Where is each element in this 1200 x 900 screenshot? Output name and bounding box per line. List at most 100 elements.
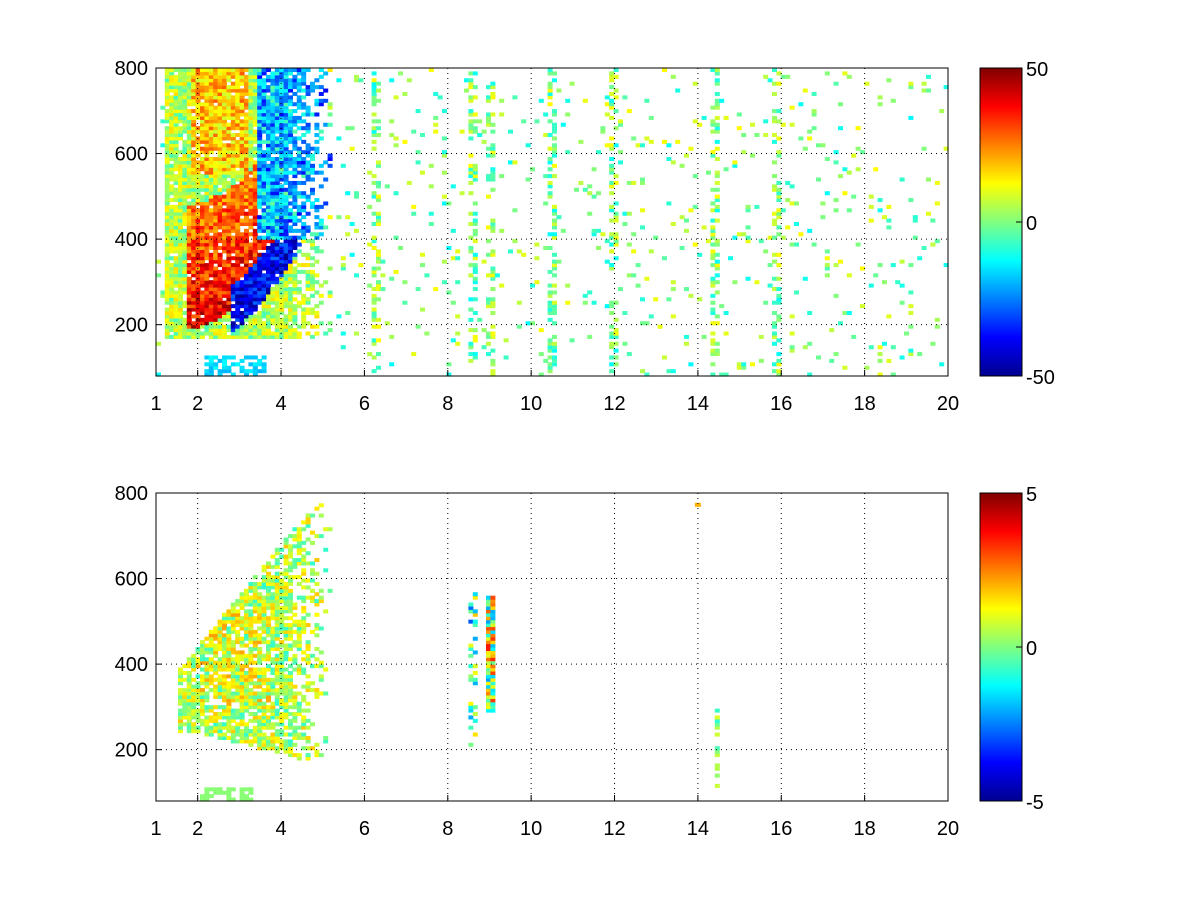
heatmap-cell xyxy=(288,749,293,754)
heatmap-cell xyxy=(248,287,254,292)
heatmap-cell xyxy=(248,133,254,138)
heatmap-cell xyxy=(217,636,223,641)
heatmap-cell xyxy=(261,581,267,586)
heatmap-cell xyxy=(274,732,280,737)
heatmap-cell xyxy=(622,341,628,346)
heatmap-cell xyxy=(266,588,271,593)
x-tick-label: 18 xyxy=(854,393,876,415)
heatmap-cell xyxy=(270,273,276,278)
heatmap-cell xyxy=(274,616,280,621)
heatmap-cell xyxy=(547,341,553,346)
heatmap-cell xyxy=(204,369,210,374)
heatmap-cell xyxy=(274,331,280,336)
heatmap-cell xyxy=(283,105,289,110)
heatmap-cell xyxy=(186,715,192,720)
heatmap-cell xyxy=(283,218,289,223)
heatmap-cell xyxy=(261,256,267,261)
heatmap-cell xyxy=(244,85,249,90)
heatmap-cell xyxy=(164,143,170,148)
heatmap-cell xyxy=(327,156,333,161)
heatmap-cell xyxy=(257,133,263,138)
heatmap-cell xyxy=(266,664,271,669)
heatmap-cell xyxy=(169,102,175,107)
heatmap-cell xyxy=(376,338,381,343)
heatmap-cell xyxy=(248,269,254,274)
heatmap-cell xyxy=(376,280,381,285)
heatmap-cell xyxy=(420,133,425,138)
heatmap-cell xyxy=(895,280,901,285)
heatmap-cell xyxy=(393,269,399,274)
heatmap-cell xyxy=(182,252,188,257)
heatmap-cell xyxy=(279,105,285,110)
heatmap-cell xyxy=(248,283,254,288)
heatmap-cell xyxy=(213,790,219,795)
heatmap-cell xyxy=(626,109,632,114)
heatmap-cell xyxy=(186,109,192,114)
heatmap-cell xyxy=(411,211,417,216)
heatmap-cell xyxy=(186,698,192,703)
heatmap-cell xyxy=(213,242,219,247)
heatmap-cell xyxy=(252,252,258,257)
heatmap-cell xyxy=(635,283,641,288)
heatmap-cell xyxy=(164,180,170,185)
heatmap-cell xyxy=(164,204,170,209)
heatmap-cell xyxy=(296,544,302,549)
heatmap-cell xyxy=(213,143,219,148)
heatmap-cell xyxy=(257,115,263,120)
heatmap-cell xyxy=(279,321,285,326)
heatmap-cell xyxy=(178,677,183,682)
heatmap-cell xyxy=(890,98,896,103)
heatmap-cell xyxy=(376,211,381,216)
heatmap-cell xyxy=(217,307,223,312)
heatmap-cell xyxy=(486,677,491,682)
heatmap-cell xyxy=(191,691,197,696)
heatmap-cell xyxy=(266,571,271,576)
heatmap-cell xyxy=(173,153,179,158)
heatmap-cell xyxy=(239,163,245,168)
heatmap-cell xyxy=(270,81,276,86)
heatmap-cell xyxy=(288,643,293,648)
heatmap-cell xyxy=(208,300,214,305)
heatmap-cell xyxy=(182,204,188,209)
heatmap-cell xyxy=(195,688,201,693)
heatmap-cell xyxy=(173,215,179,220)
heatmap-cell xyxy=(248,581,254,586)
heatmap-cell xyxy=(714,105,720,110)
heatmap-cell xyxy=(292,259,298,264)
heatmap-cell xyxy=(679,163,685,168)
heatmap-cell xyxy=(257,595,263,600)
heatmap-cell xyxy=(934,317,940,322)
x-tick-label: 2 xyxy=(192,818,203,840)
heatmap-cell xyxy=(186,191,192,196)
heatmap-cell xyxy=(217,222,223,227)
heatmap-cell xyxy=(182,677,188,682)
heatmap-cell xyxy=(371,180,377,185)
heatmap-cell xyxy=(604,304,610,309)
heatmap-cell xyxy=(169,304,175,309)
heatmap-cell xyxy=(274,276,280,281)
heatmap-cell xyxy=(200,691,205,696)
heatmap-cell xyxy=(274,74,280,79)
heatmap-cell xyxy=(200,129,205,134)
heatmap-cell xyxy=(274,324,280,329)
heatmap-cell xyxy=(217,245,223,250)
heatmap-cell xyxy=(279,681,285,686)
heatmap-cell xyxy=(248,599,254,604)
heatmap-cell xyxy=(239,71,245,76)
heatmap-cell xyxy=(288,290,293,295)
heatmap-cell xyxy=(222,290,227,295)
heatmap-cell xyxy=(472,297,478,302)
heatmap-cell xyxy=(807,129,813,134)
heatmap-cell xyxy=(772,187,777,192)
heatmap-cell xyxy=(376,252,381,257)
heatmap-cell xyxy=(270,156,276,161)
heatmap-cell xyxy=(279,616,285,621)
heatmap-cell xyxy=(468,129,474,134)
heatmap-cell xyxy=(490,612,496,617)
heatmap-cell xyxy=(208,787,214,792)
heatmap-cell xyxy=(472,263,478,268)
heatmap-cell xyxy=(820,143,826,148)
heatmap-cell xyxy=(248,95,254,100)
heatmap-cell xyxy=(714,290,720,295)
heatmap-cell xyxy=(552,143,557,148)
